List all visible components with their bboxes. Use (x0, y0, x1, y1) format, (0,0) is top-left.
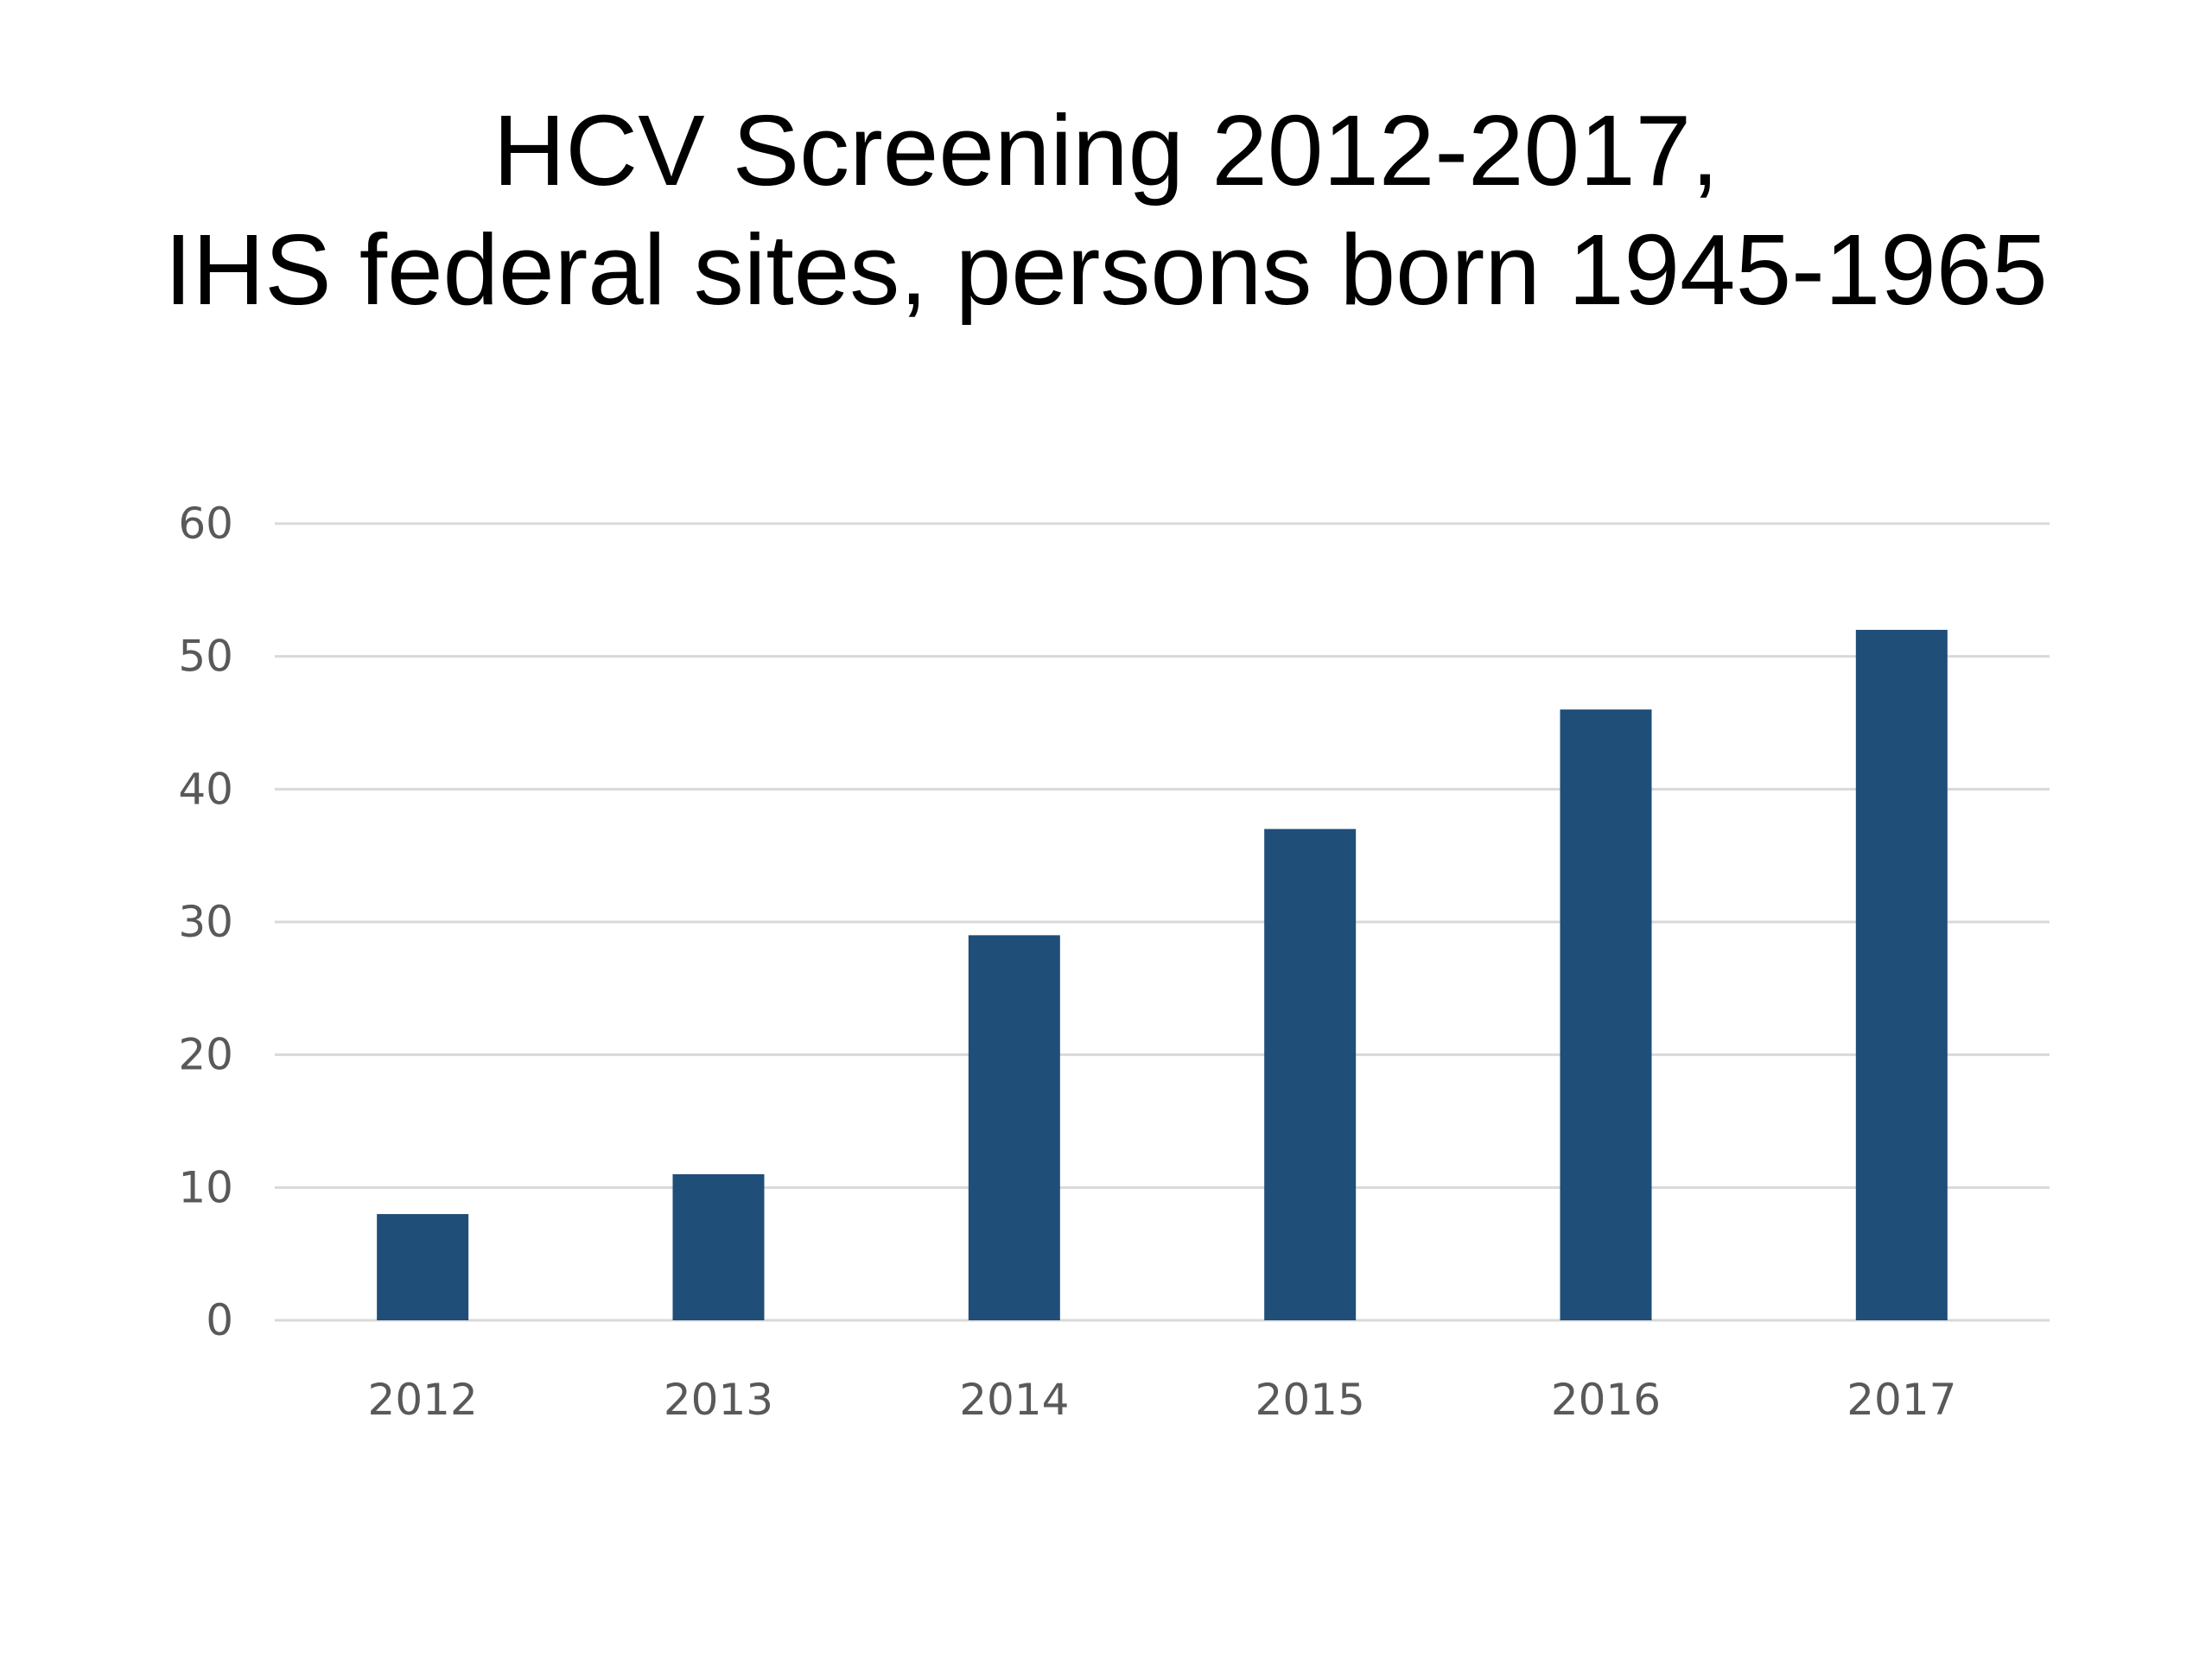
x-tick-label: 2012 (368, 1375, 478, 1425)
bar-2017 (1855, 629, 1948, 1320)
x-tick-label: 2013 (664, 1375, 773, 1425)
gridlines (275, 522, 2050, 1322)
x-tick-label: 2015 (1255, 1375, 1365, 1425)
chart-title: HCV Screening 2012-2017, IHS federal sit… (0, 91, 2212, 329)
bar-2015 (1264, 829, 1357, 1320)
x-tick-label: 2016 (1551, 1375, 1661, 1425)
y-tick-label: 50 (178, 632, 233, 682)
y-axis-tick-labels: 0 10 20 30 40 50 60 (178, 499, 233, 1345)
x-tick-label: 2014 (959, 1375, 1069, 1425)
chart-title-line-1: HCV Screening 2012-2017, (493, 94, 1719, 207)
bar-2013 (672, 1173, 765, 1320)
bar-2012 (377, 1214, 469, 1320)
bar-2014 (968, 935, 1060, 1320)
y-tick-label: 0 (206, 1295, 233, 1345)
x-axis-tick-labels: 2012 2013 2014 2015 2016 2017 (368, 1375, 1957, 1425)
bars (377, 629, 1948, 1320)
y-tick-label: 40 (178, 764, 233, 814)
chart-title-line-2: IHS federal sites, persons born 1945-196… (164, 213, 2048, 326)
x-tick-label: 2017 (1847, 1375, 1956, 1425)
bar-2016 (1560, 709, 1652, 1320)
y-tick-label: 30 (178, 897, 233, 947)
y-tick-label: 60 (178, 499, 233, 549)
y-tick-label: 10 (178, 1162, 233, 1212)
y-tick-label: 20 (178, 1030, 233, 1080)
